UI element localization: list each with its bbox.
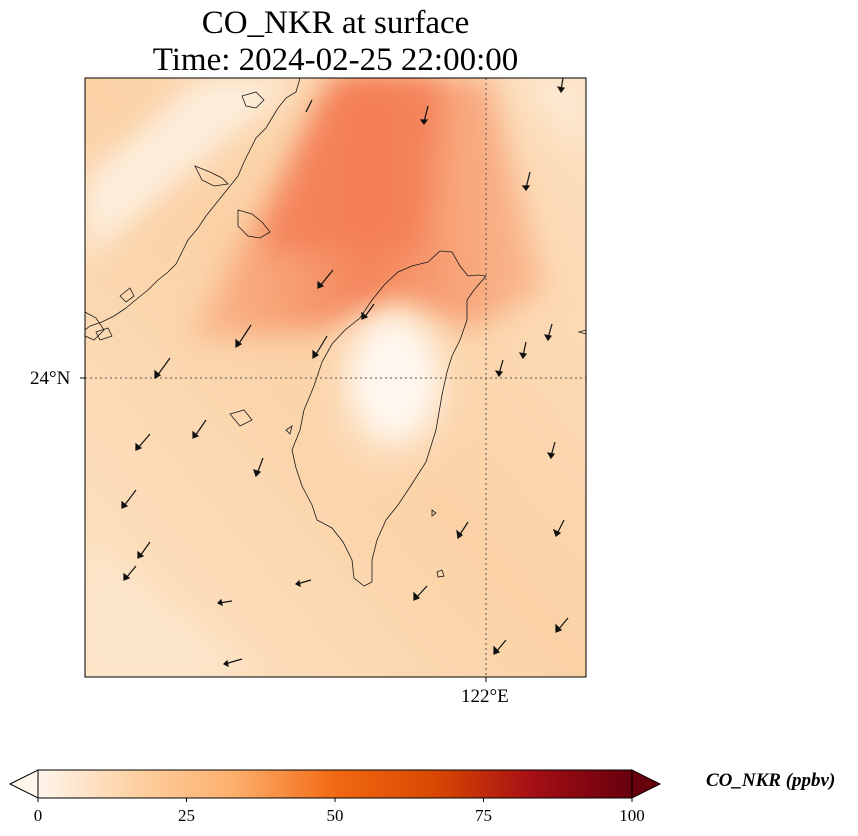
colorbar-tick-0: 0 [33, 806, 43, 825]
colorbar-tick-25: 25 [178, 806, 195, 825]
colorbar-tick-marks [37, 798, 633, 802]
wind-vectors [121, 77, 569, 668]
longitude-tick-label: 122°E [461, 686, 509, 707]
latitude-tick-label: 24°N [30, 368, 71, 389]
coastline [85, 78, 586, 587]
map-title: CO_NKR at surface [201, 5, 470, 41]
map-plot [80, 77, 587, 682]
colorbar-tick-100: 100 [619, 806, 645, 825]
colorbar-tick-50: 50 [326, 806, 344, 825]
taiwan-coastline [291, 250, 487, 587]
colorbar-low-extend [8, 769, 39, 799]
colorbar [8, 769, 662, 802]
colorbar-high-extend [631, 769, 662, 799]
colorbar-tick-75: 75 [475, 806, 492, 825]
colorbar-bar [37, 769, 633, 799]
concentration-field [85, 78, 586, 677]
china-coastline [85, 78, 301, 331]
colorbar-label: CO_NKR (ppbv) [706, 770, 836, 791]
map-time: Time: 2024-02-25 22:00:00 [152, 42, 519, 78]
